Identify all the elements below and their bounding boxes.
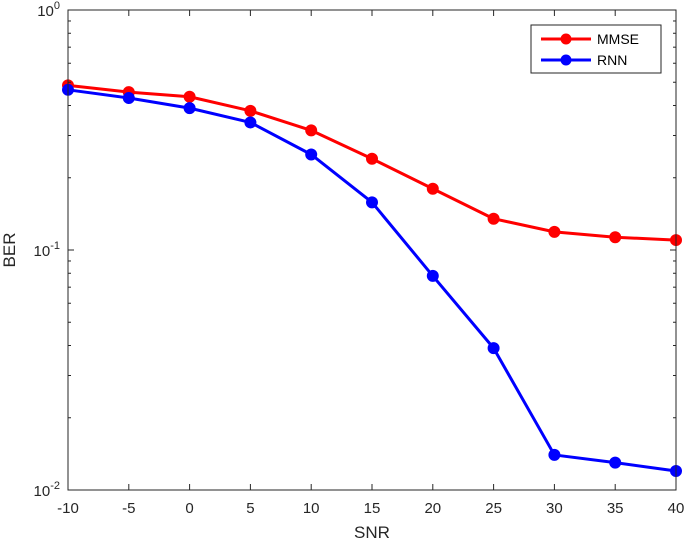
x-tick-label: 25 xyxy=(485,500,502,517)
mmse-legend-label: MMSE xyxy=(597,31,639,47)
x-tick-label: 10 xyxy=(303,500,320,517)
x-tick-label: 0 xyxy=(185,500,193,517)
rnn-data-point xyxy=(487,342,500,355)
rnn-data-point xyxy=(366,196,378,209)
mmse-data-point xyxy=(426,182,439,195)
rnn-data-point xyxy=(305,148,318,161)
rnn-data-point xyxy=(122,91,135,104)
x-tick-label: 40 xyxy=(668,500,685,517)
series-layer xyxy=(62,79,682,477)
rnn-data-point xyxy=(548,448,561,461)
rnn-legend-marker xyxy=(560,54,572,66)
x-tick-label: 5 xyxy=(246,500,254,517)
rnn-data-point xyxy=(183,102,196,115)
mmse-data-point xyxy=(609,231,622,244)
rnn-data-point xyxy=(244,116,257,129)
x-tick-label: 15 xyxy=(364,500,381,517)
x-tick-label: -5 xyxy=(122,500,135,517)
x-tick-label: 30 xyxy=(546,500,563,517)
x-tick-label: 20 xyxy=(424,500,441,517)
mmse-data-point xyxy=(487,212,500,225)
y-tick-label: 100 xyxy=(37,0,60,20)
ticks-layer: -10 -5 0 5 10 15 20 25 30 35 40 100 10-1 10-2 xyxy=(34,0,685,517)
legend-box xyxy=(530,24,662,74)
y-tick-label: 10-1 xyxy=(34,240,60,260)
mmse-data-point xyxy=(548,225,561,238)
rnn-data-point xyxy=(426,269,439,282)
mmse-legend-marker xyxy=(560,33,572,45)
x-tick-label: 35 xyxy=(607,500,624,517)
x-axis-label: SNR xyxy=(354,523,390,542)
y-axis-label: BER xyxy=(0,233,19,268)
plot-area xyxy=(68,10,676,490)
x-tick-label: -10 xyxy=(57,500,79,517)
y-tick-label: 10-2 xyxy=(34,480,60,500)
mmse-data-point xyxy=(305,124,318,137)
mmse-data-point xyxy=(366,152,378,165)
rnn-data-point xyxy=(609,456,622,469)
mmse-data-point xyxy=(244,104,257,117)
legend: MMSE RNN xyxy=(530,24,662,74)
rnn-legend-label: RNN xyxy=(597,52,627,68)
mmse-data-point xyxy=(183,90,196,103)
